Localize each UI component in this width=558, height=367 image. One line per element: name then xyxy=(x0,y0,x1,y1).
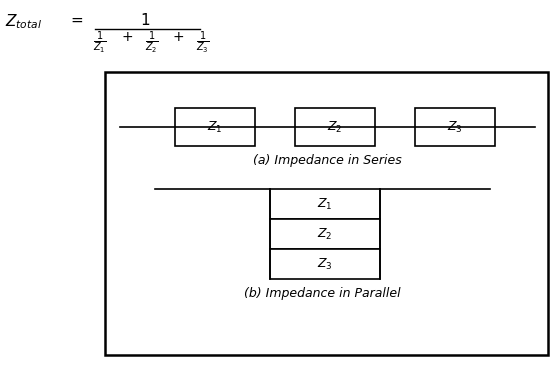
Bar xyxy=(295,108,375,146)
Bar xyxy=(270,189,380,219)
Text: $+$: $+$ xyxy=(172,30,184,44)
Bar xyxy=(270,219,380,249)
Text: $Z_3$: $Z_3$ xyxy=(317,257,333,272)
Text: $Z_{total}$: $Z_{total}$ xyxy=(5,12,42,31)
Text: $+$: $+$ xyxy=(121,30,133,44)
Bar xyxy=(415,108,495,146)
Text: $\frac{1}{Z_3}$: $\frac{1}{Z_3}$ xyxy=(196,30,210,56)
Bar xyxy=(175,108,255,146)
Text: $\frac{1}{Z_1}$: $\frac{1}{Z_1}$ xyxy=(93,30,107,56)
Text: $1$: $1$ xyxy=(140,12,150,28)
Text: $Z_1$: $Z_1$ xyxy=(207,119,223,135)
Text: $Z_1$: $Z_1$ xyxy=(317,196,333,211)
Text: $\frac{1}{Z_2}$: $\frac{1}{Z_2}$ xyxy=(145,30,158,56)
Text: $Z_2$: $Z_2$ xyxy=(318,226,333,241)
Bar xyxy=(105,72,548,355)
Text: (b) Impedance in Parallel: (b) Impedance in Parallel xyxy=(244,287,401,300)
Text: (a) Impedance in Series: (a) Impedance in Series xyxy=(253,154,402,167)
Text: $Z_3$: $Z_3$ xyxy=(447,119,463,135)
Text: $=$: $=$ xyxy=(68,12,84,27)
Bar xyxy=(270,249,380,279)
Text: $Z_2$: $Z_2$ xyxy=(328,119,343,135)
